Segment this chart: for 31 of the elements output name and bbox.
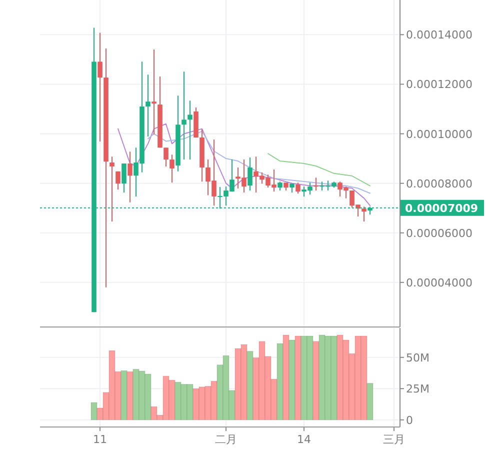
candlestick — [296, 182, 300, 194]
y-tick-label: 50M — [406, 351, 430, 364]
candlestick — [182, 71, 186, 160]
candlestick — [170, 154, 174, 184]
candlestick — [116, 170, 120, 190]
y-tick-label: 0.00012000 — [406, 78, 472, 92]
y-tick-label: 0.00004000 — [406, 276, 472, 290]
candlestick — [248, 157, 252, 191]
x-tick-label: 二月 — [215, 433, 237, 446]
x-tick-label: 14 — [297, 433, 311, 446]
candlestick — [188, 100, 192, 160]
candlestick — [146, 74, 150, 137]
candlestick — [164, 147, 168, 167]
y-tick-label: 0.00008000 — [406, 177, 472, 190]
x-tick-label: 11 — [93, 433, 107, 446]
line-series — [268, 153, 370, 186]
x-tick-label: 三月 — [383, 433, 405, 446]
y-tick-label: 0.00006000 — [406, 226, 472, 240]
candlestick — [110, 156, 114, 222]
ref-line-label: 0.00007009 — [405, 202, 478, 215]
candlestick — [362, 206, 366, 222]
y-tick-label: 0 — [406, 414, 413, 427]
candlestick — [314, 177, 318, 191]
candlestick — [128, 151, 132, 203]
line-series — [118, 123, 370, 206]
line-series — [148, 130, 370, 194]
y-tick-label: 0.00010000 — [406, 128, 472, 141]
candlestick — [152, 49, 156, 136]
y-tick-label: 25M — [406, 382, 430, 396]
y-tick-label: 0.00014000 — [406, 28, 472, 42]
candlestick — [122, 163, 126, 193]
